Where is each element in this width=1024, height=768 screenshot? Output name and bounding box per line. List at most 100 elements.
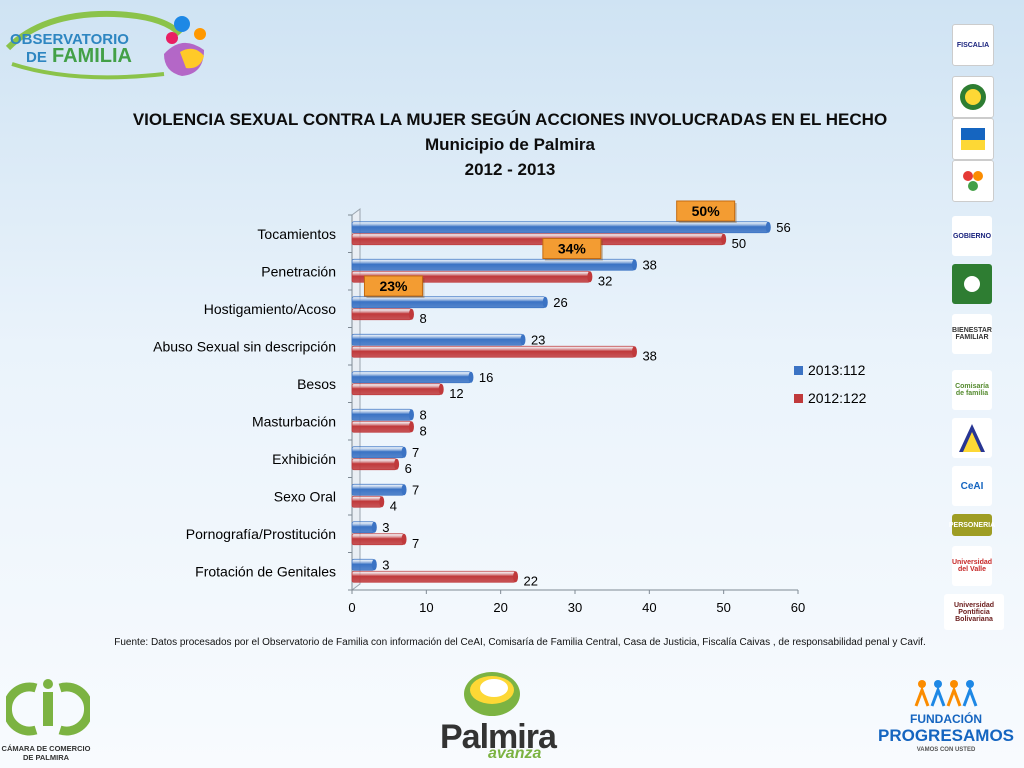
bar-2013 (351, 446, 405, 459)
bar-chart: 0 10 20 30 40 50 60 Tocamientos 56 50 Penetración 3… (153, 200, 867, 615)
bar-cap (408, 421, 414, 433)
progresamos-people-icon (914, 680, 978, 707)
personeria-logo: PERSONERIA (948, 514, 996, 536)
police-shield-logo (952, 76, 994, 118)
institution-logos: FISCALIA GOBIERNO BIENESTAR FAMILIAR Com… (944, 20, 1014, 630)
x-tick-label: 50 (716, 600, 730, 615)
upb-logo-text: Universidad Pontificia Bolivariana (953, 601, 995, 623)
category-label: Besos (297, 376, 336, 392)
callout-label: 23% (379, 278, 408, 294)
category-label: Abuso Sexual sin descripción (153, 338, 336, 354)
category-label: Penetración (261, 263, 336, 279)
observatorio-familia-logo: OBSERVATORIO DE FAMILIA (5, 10, 206, 80)
bar-cap (631, 346, 637, 358)
bar-cap (371, 559, 377, 571)
data-label: 23 (531, 332, 545, 347)
x-tick-label: 40 (642, 600, 656, 615)
palmira-wordmark: Palmira (440, 718, 557, 756)
univalle-logo-text: Universidad del Valle (951, 559, 993, 573)
bar-cap (587, 271, 593, 283)
gobierno-logo-text: GOBIERNO (952, 232, 992, 240)
category-label: Tocamientos (257, 226, 336, 242)
bar-cap (765, 221, 771, 233)
bar-cap (401, 533, 407, 545)
fiscalia-logo-text: FISCALIA (956, 41, 990, 49)
data-label: 56 (776, 220, 790, 235)
camara-comercio-text: CÁMARA DE COMERCIO DE PALMIRA (1, 744, 91, 762)
bar-cap (408, 409, 414, 421)
bar-cap (401, 484, 407, 496)
bar-cap (513, 571, 519, 583)
data-label: 6 (405, 461, 412, 476)
palmira-logo-mark (464, 672, 520, 716)
legend-label: 2012:122 (808, 390, 867, 406)
category-label: Pornografía/Prostitución (186, 526, 336, 542)
data-label: 50 (732, 236, 746, 251)
data-label: 7 (412, 482, 419, 497)
green-logo (952, 264, 992, 304)
data-label: 4 (390, 498, 397, 513)
ceai-logo: CeAI (952, 466, 992, 506)
category-label: Frotación de Genitales (195, 563, 336, 579)
bar-cap (401, 446, 407, 458)
legend-label: 2013:112 (808, 362, 866, 378)
data-label: 8 (419, 423, 426, 438)
source-note: Fuente: Datos procesados por el Observat… (114, 637, 926, 648)
category-label: Sexo Oral (274, 488, 336, 504)
bar-2012 (351, 308, 412, 321)
legend-swatch (794, 394, 803, 403)
bar-cap (542, 296, 548, 308)
bar-2013 (351, 521, 375, 534)
bar-2012 (351, 420, 412, 433)
bar-2012 (351, 345, 635, 358)
fiscalia-logo: FISCALIA (952, 24, 994, 66)
data-label: 8 (419, 311, 426, 326)
bar-2013 (351, 333, 524, 346)
mesa-logo (952, 160, 994, 202)
chart-period: 2012 - 2013 (464, 160, 556, 179)
bar-2013 (351, 558, 375, 571)
category-label: Exhibición (272, 451, 336, 467)
bar-cap (408, 308, 414, 320)
bar-2013 (351, 296, 546, 309)
category-label: Masturbación (252, 413, 336, 429)
fundacion-progresamos: FUNDACIÓN PROGRESAMOS VAMOS CON USTED (876, 712, 1016, 754)
gobierno-logo: GOBIERNO (952, 216, 992, 256)
legend-swatch (794, 366, 803, 375)
callout-box (542, 238, 602, 259)
bienestar-familiar-logo: BIENESTAR FAMILIAR (952, 314, 992, 354)
x-tick-label: 0 (348, 600, 355, 615)
bar-cap (631, 259, 637, 271)
bar-cap (379, 496, 385, 508)
progresamos-label: PROGRESAMOS (877, 726, 1015, 745)
callout-label: 34% (558, 241, 587, 257)
bar-2012 (351, 570, 516, 583)
chart-subtitle: Municipio de Palmira (424, 135, 596, 154)
callout-box (676, 200, 736, 222)
x-tick-label: 30 (568, 600, 582, 615)
univalle-logo: Universidad del Valle (952, 546, 992, 586)
chart-title-block: VIOLENCIA SEXUAL CONTRA LA MUJER SEGÚN A… (80, 108, 940, 182)
palmira-tagline: avanza (488, 745, 542, 762)
callout-box (363, 275, 423, 297)
x-tick-label: 60 (791, 600, 805, 615)
callout-label: 50% (692, 203, 721, 219)
category-label: Hostigamiento/Acoso (204, 301, 337, 317)
bar-2013 (351, 221, 769, 234)
data-label: 38 (642, 348, 656, 363)
data-label: 38 (642, 257, 656, 272)
data-label: 26 (553, 295, 567, 310)
bar-cap (438, 383, 444, 395)
bar-cap (721, 233, 727, 245)
upb-logo: Universidad Pontificia Bolivariana (944, 594, 1004, 630)
data-label: 7 (412, 445, 419, 460)
chart-title: VIOLENCIA SEXUAL CONTRA LA MUJER SEGÚN A… (132, 110, 888, 129)
casa-justicia-logo (952, 418, 992, 458)
data-label: 12 (449, 386, 463, 401)
bar-2012 (351, 383, 442, 396)
personeria-logo-text: PERSONERIA (948, 521, 996, 529)
logo-text-de: DE (26, 49, 47, 66)
camara-comercio-logo (6, 679, 90, 736)
comisaria-logo-text: Comisaría de familia (955, 383, 989, 397)
bar-cap (371, 521, 377, 533)
